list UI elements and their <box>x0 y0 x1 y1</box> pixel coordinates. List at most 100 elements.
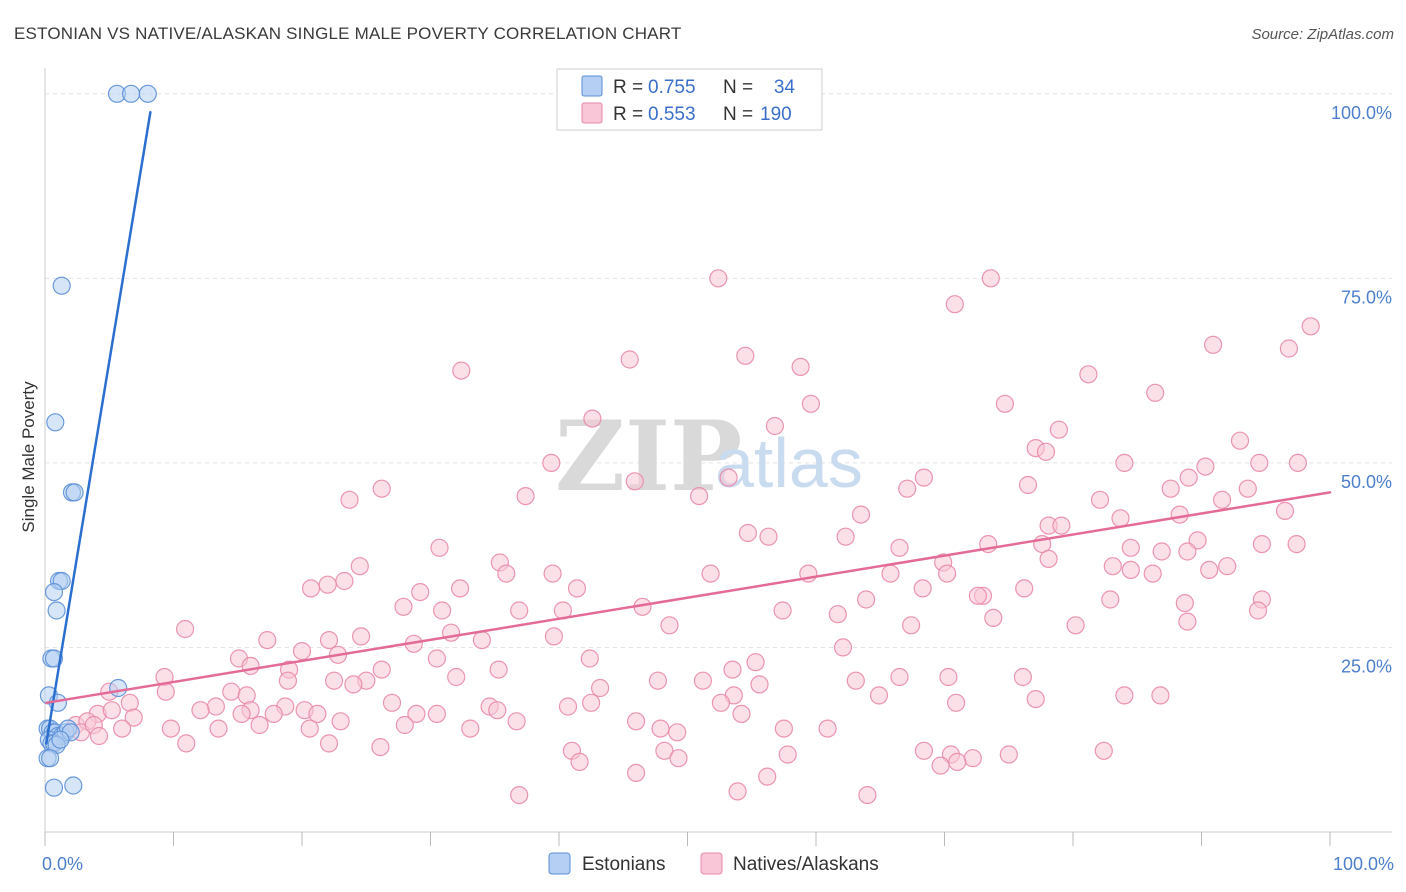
point-natives-65 <box>335 571 354 591</box>
point-natives-100 <box>1066 616 1085 635</box>
point-natives-61 <box>1039 549 1058 569</box>
y-tick-label-1: 50.0% <box>1341 472 1392 492</box>
point-natives-20 <box>542 453 561 472</box>
x-tick-label-max: 100.0% <box>1333 854 1394 874</box>
point-natives-87 <box>968 586 988 605</box>
chart-title: ESTONIAN VS NATIVE/ALASKAN SINGLE MALE P… <box>14 24 681 43</box>
point-natives-68 <box>701 564 720 583</box>
legend-r-label-natives: R = <box>613 104 643 125</box>
watermark-atlas: atlas <box>715 424 863 502</box>
point-natives-129 <box>890 667 909 687</box>
point-natives-43 <box>1111 509 1130 528</box>
point-natives-37 <box>1090 490 1110 509</box>
point-estonians-2 <box>138 84 157 103</box>
point-natives-165 <box>427 704 446 724</box>
point-natives-99 <box>901 616 921 635</box>
point-natives-67 <box>543 564 562 583</box>
point-natives-199 <box>728 782 747 801</box>
point-natives-125 <box>648 671 668 690</box>
point-natives-136 <box>344 675 363 694</box>
point-natives-86 <box>856 590 876 609</box>
point-natives-101 <box>1178 612 1197 631</box>
point-natives-103 <box>352 627 371 646</box>
point-natives-36 <box>689 487 709 506</box>
point-natives-45 <box>738 523 758 543</box>
point-natives-6 <box>620 350 639 369</box>
point-natives-4 <box>1203 335 1223 354</box>
point-natives-116 <box>372 660 391 679</box>
point-natives-55 <box>1152 542 1171 561</box>
point-natives-107 <box>319 630 339 650</box>
point-natives-13 <box>995 394 1015 413</box>
point-natives-94 <box>984 608 1003 628</box>
point-natives-52 <box>430 538 449 557</box>
point-natives-26 <box>719 468 738 487</box>
point-natives-152 <box>558 697 578 716</box>
point-natives-142 <box>1115 686 1134 705</box>
point-natives-188 <box>655 741 674 760</box>
point-natives-23 <box>1250 453 1269 472</box>
point-natives-25 <box>625 472 644 491</box>
point-estonians-1 <box>122 84 141 103</box>
point-natives-56 <box>1178 542 1197 561</box>
source-label: Source: ZipAtlas.com <box>1251 26 1394 43</box>
point-natives-184 <box>177 734 196 753</box>
point-estonians-31 <box>44 778 64 797</box>
point-natives-106 <box>544 627 564 646</box>
point-natives-96 <box>176 619 195 639</box>
point-natives-31 <box>1179 468 1198 487</box>
point-natives-201 <box>931 756 950 775</box>
point-natives-119 <box>833 638 853 657</box>
point-natives-1 <box>981 269 1000 288</box>
point-natives-8 <box>452 361 471 380</box>
point-natives-3 <box>1301 317 1320 336</box>
point-natives-78 <box>913 579 932 598</box>
point-natives-54 <box>1121 538 1140 557</box>
point-natives-197 <box>1094 741 1113 760</box>
point-natives-172 <box>250 715 269 735</box>
point-natives-139 <box>869 686 889 705</box>
x-tick-label-min: 0.0% <box>42 854 83 874</box>
point-natives-194 <box>570 752 589 772</box>
y-tick-labels: 25.0% 50.0% 75.0% 100.0% <box>1331 103 1392 677</box>
point-natives-137 <box>590 678 610 698</box>
point-natives-198 <box>626 763 646 783</box>
point-natives-64 <box>1218 557 1237 576</box>
point-natives-124 <box>447 667 466 687</box>
point-estonians-9 <box>44 582 64 602</box>
point-natives-153 <box>581 693 601 712</box>
y-tick-label-2: 75.0% <box>1341 287 1392 307</box>
point-natives-151 <box>488 701 507 720</box>
point-natives-57 <box>1287 534 1306 554</box>
point-natives-164 <box>407 704 426 724</box>
point-natives-47 <box>836 527 855 546</box>
point-natives-7 <box>736 346 755 365</box>
point-natives-17 <box>1230 431 1250 450</box>
point-natives-0 <box>709 269 728 288</box>
point-natives-105 <box>472 630 491 650</box>
point-natives-29 <box>1018 475 1038 495</box>
point-natives-149 <box>382 693 402 712</box>
point-natives-28 <box>914 468 934 487</box>
point-natives-200 <box>858 785 877 805</box>
point-natives-173 <box>300 719 319 738</box>
point-natives-112 <box>746 653 765 672</box>
y-tick-label-3: 100.0% <box>1331 103 1392 123</box>
point-estonians-12 <box>44 649 64 668</box>
point-natives-163 <box>331 712 350 731</box>
point-natives-15 <box>765 416 785 436</box>
point-natives-157 <box>102 701 121 720</box>
legend-n-value-estonians: 34 <box>774 77 796 98</box>
x-tick-labels: 0.0% 100.0% <box>42 854 1394 874</box>
point-natives-21 <box>1115 453 1134 472</box>
point-natives-161 <box>264 704 283 724</box>
point-natives-90 <box>394 597 413 616</box>
trend-lines <box>45 110 1332 745</box>
legend-swatch-natives <box>581 102 603 124</box>
point-natives-195 <box>669 749 688 768</box>
series-estonians <box>38 84 157 797</box>
point-estonians-6 <box>65 483 84 502</box>
point-natives-118 <box>723 660 742 679</box>
point-natives-40 <box>1212 490 1232 509</box>
